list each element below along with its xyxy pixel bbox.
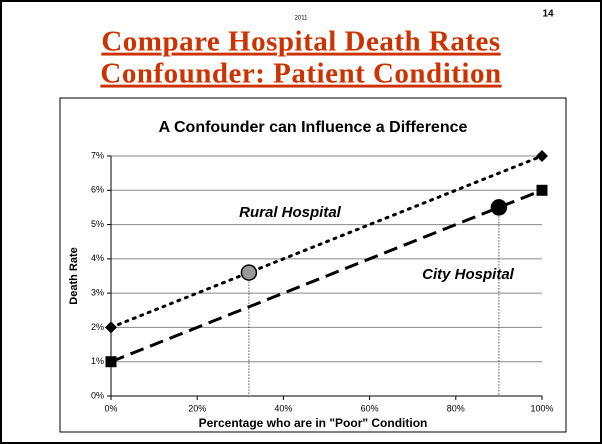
title-line: Confounder: Patient Condition (100, 58, 501, 90)
series-line (110, 188, 543, 364)
x-tick-label: 0% (104, 403, 117, 413)
slide-number: 14 (542, 9, 554, 20)
x-axis-label: Percentage who are in "Poor" Condition (199, 416, 428, 430)
y-tick-label: 4% (91, 253, 104, 263)
diamond-marker (536, 150, 548, 162)
y-axis-label: Death Rate (68, 247, 80, 304)
series-line (109, 154, 544, 329)
chart-title: A Confounder can Influence a Difference (159, 119, 468, 136)
series-label: Rural Hospital (239, 204, 342, 221)
x-tick-label: 100% (530, 403, 553, 413)
y-tick-label: 5% (91, 219, 104, 229)
highlight-point (490, 199, 508, 216)
x-tick-label: 80% (447, 403, 465, 413)
square-marker (105, 356, 117, 368)
year: 2011 (295, 16, 309, 22)
chart-frame (59, 97, 567, 433)
series-label: City Hospital (422, 266, 515, 283)
square-marker (536, 184, 548, 196)
x-tick-label: 60% (361, 403, 379, 413)
y-tick-label: 6% (91, 185, 104, 195)
title-line: Compare Hospital Death Rates (101, 26, 500, 58)
highlight-point (240, 264, 258, 281)
x-tick-label: 20% (188, 403, 206, 413)
y-tick-label: 3% (91, 288, 104, 298)
y-tick-label: 1% (91, 356, 104, 366)
y-tick-label: 0% (91, 390, 104, 400)
y-tick-label: 2% (91, 322, 104, 332)
diamond-marker (105, 321, 117, 334)
x-tick-label: 40% (274, 403, 292, 413)
y-tick-label: 7% (91, 150, 104, 160)
